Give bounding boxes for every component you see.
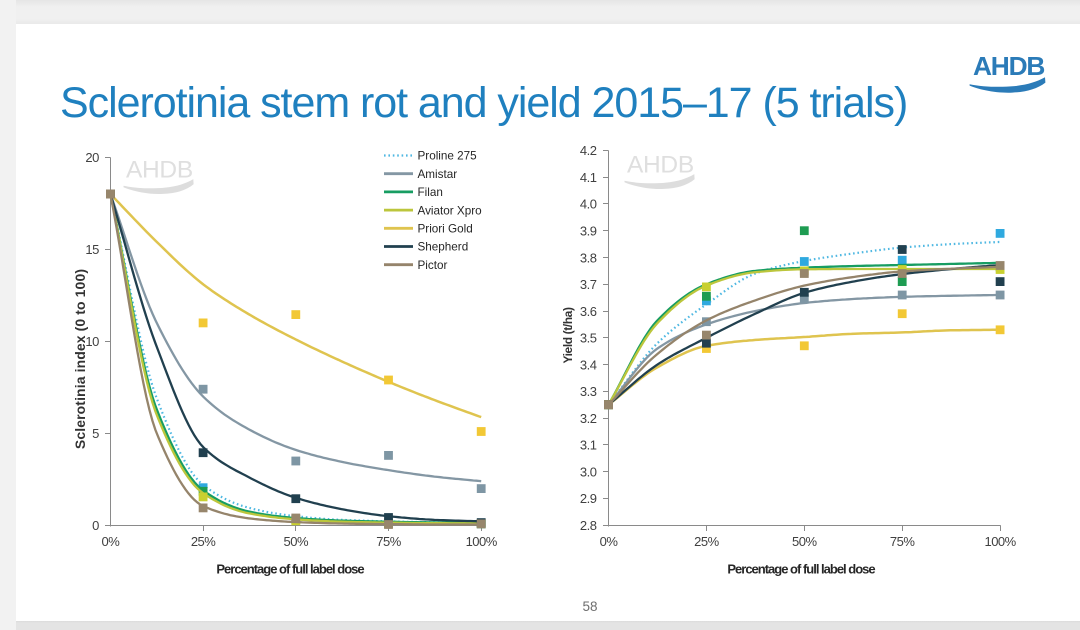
- svg-text:Yield (t/ha): Yield (t/ha): [561, 307, 575, 363]
- svg-text:AHDB: AHDB: [126, 157, 193, 184]
- svg-text:15: 15: [85, 242, 99, 257]
- svg-text:3.4: 3.4: [580, 357, 597, 372]
- svg-text:3.2: 3.2: [580, 411, 597, 426]
- svg-text:2.8: 2.8: [580, 518, 597, 533]
- svg-text:0%: 0%: [102, 534, 121, 549]
- svg-text:50%: 50%: [284, 534, 309, 549]
- svg-text:3.0: 3.0: [580, 465, 597, 480]
- svg-text:AHDB: AHDB: [627, 152, 694, 179]
- svg-text:0: 0: [92, 518, 99, 533]
- svg-text:Amistar: Amistar: [418, 168, 458, 181]
- svg-text:3.6: 3.6: [580, 304, 597, 319]
- svg-text:3.7: 3.7: [580, 277, 597, 292]
- svg-text:Priori Gold: Priori Gold: [418, 223, 473, 236]
- svg-text:3.1: 3.1: [580, 438, 597, 453]
- svg-text:4.1: 4.1: [580, 170, 597, 185]
- svg-text:3.3: 3.3: [580, 384, 597, 399]
- svg-text:4.2: 4.2: [580, 143, 597, 158]
- svg-text:Pictor: Pictor: [418, 259, 448, 272]
- svg-text:75%: 75%: [890, 534, 915, 549]
- svg-text:100%: 100%: [984, 534, 1016, 549]
- svg-text:3.5: 3.5: [580, 331, 597, 346]
- svg-text:100%: 100%: [466, 534, 498, 549]
- svg-text:25%: 25%: [191, 534, 216, 549]
- svg-text:0%: 0%: [600, 534, 619, 549]
- svg-text:Shepherd: Shepherd: [418, 241, 469, 254]
- svg-text:3.8: 3.8: [580, 250, 597, 265]
- svg-text:AHDB: AHDB: [973, 51, 1044, 81]
- svg-text:Filan: Filan: [418, 186, 443, 199]
- svg-text:3.9: 3.9: [580, 224, 597, 239]
- svg-text:4.0: 4.0: [580, 197, 597, 212]
- svg-text:Proline 275: Proline 275: [418, 150, 478, 163]
- svg-text:5: 5: [92, 426, 99, 441]
- svg-text:10: 10: [85, 334, 99, 349]
- svg-text:20: 20: [85, 150, 99, 165]
- svg-text:Percentage of full label dose: Percentage of full label dose: [727, 562, 875, 577]
- svg-text:2.9: 2.9: [580, 491, 597, 506]
- svg-text:25%: 25%: [694, 534, 719, 549]
- svg-text:Percentage of full label dose: Percentage of full label dose: [216, 562, 364, 577]
- svg-text:50%: 50%: [792, 534, 817, 549]
- svg-text:Sclerotinia index (0 to 100): Sclerotinia index (0 to 100): [72, 269, 88, 449]
- svg-text:75%: 75%: [376, 534, 401, 549]
- svg-text:Aviator Xpro: Aviator Xpro: [418, 204, 483, 217]
